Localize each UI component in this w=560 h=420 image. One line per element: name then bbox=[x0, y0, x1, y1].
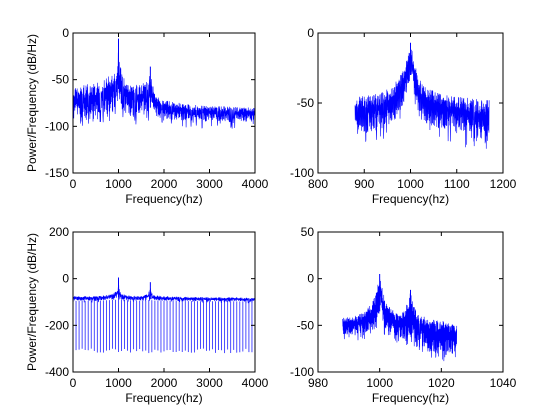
x-tick-label: 2000 bbox=[151, 177, 178, 191]
y-tick-label: -50 bbox=[297, 318, 315, 332]
x-axis-label: Frequency(hz) bbox=[372, 391, 449, 405]
trace-line-2 bbox=[354, 47, 490, 149]
x-tick-label: 1000 bbox=[105, 177, 132, 191]
x-tick-label: 1020 bbox=[428, 376, 455, 390]
x-axis-label: Frequency(hz) bbox=[125, 391, 202, 405]
x-axis-label: Frequency(hz) bbox=[372, 192, 449, 206]
x-tick-label: 1100 bbox=[444, 177, 470, 191]
trace-line-4 bbox=[342, 279, 458, 362]
x-tick-label: 1040 bbox=[490, 376, 517, 390]
x-tick-label: 0 bbox=[70, 177, 77, 191]
trace-line-1 bbox=[72, 52, 256, 129]
x-tick-label: 1000 bbox=[366, 376, 393, 390]
subplot-2: 800 900 1000 1100 1200 -100 -50 0 Frequency(hz) bbox=[290, 26, 517, 206]
x-tick-label: 3000 bbox=[196, 177, 223, 191]
subplot-1: 0 1000 2000 3000 4000 -150 -100 -50 0 Frequency(h… bbox=[25, 26, 269, 206]
x-tick-label: 0 bbox=[70, 376, 77, 390]
x-tick-label: 4000 bbox=[242, 376, 269, 390]
y-tick-label: -200 bbox=[45, 318, 69, 332]
y-axis-label: Power/Frequency (dB/Hz) bbox=[25, 233, 39, 371]
y-tick-label: 50 bbox=[301, 225, 315, 239]
y-tick-label: -50 bbox=[297, 96, 315, 110]
x-axis-label: Frequency(hz) bbox=[125, 192, 202, 206]
x-tick-label: 1200 bbox=[490, 177, 517, 191]
y-tick-label: 0 bbox=[307, 26, 314, 40]
x-tick-label: 800 bbox=[308, 177, 328, 191]
x-tick-label: 2000 bbox=[151, 376, 178, 390]
y-axis-label: Power/Frequency (dB/Hz) bbox=[25, 34, 39, 172]
subplot-3: 0 1000 2000 3000 4000 -400 -200 0 200 Frequency(h… bbox=[25, 225, 269, 405]
y-tick-label: -100 bbox=[290, 365, 314, 379]
y-tick-label: 0 bbox=[62, 272, 69, 286]
x-tick-label: 4000 bbox=[242, 177, 269, 191]
y-tick-label: -100 bbox=[45, 119, 69, 133]
axes-frame bbox=[72, 32, 256, 174]
x-tick-label: 1000 bbox=[397, 177, 424, 191]
y-tick-label: -50 bbox=[52, 73, 70, 87]
x-tick-label: 3000 bbox=[196, 376, 223, 390]
trace-line-3 bbox=[72, 285, 256, 304]
x-tick-label: 900 bbox=[354, 177, 374, 191]
x-tick-label: 1000 bbox=[105, 376, 132, 390]
subplot-4: 980 1000 1020 1040 -100 -50 0 50 Frequency(hz) bbox=[290, 225, 517, 405]
y-tick-label: -150 bbox=[45, 166, 69, 180]
x-tick-label: 980 bbox=[308, 376, 328, 390]
y-tick-label: 0 bbox=[307, 272, 314, 286]
axes-frame bbox=[317, 231, 504, 373]
y-tick-label: -100 bbox=[290, 166, 314, 180]
y-tick-label: 200 bbox=[49, 225, 69, 239]
y-tick-label: 0 bbox=[62, 26, 69, 40]
y-tick-label: -400 bbox=[45, 365, 69, 379]
